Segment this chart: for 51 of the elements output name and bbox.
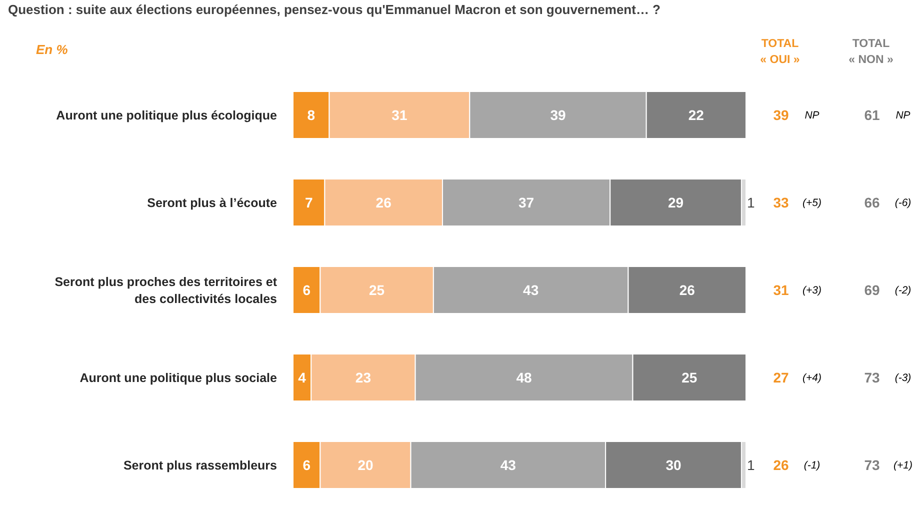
data-label: 39 (550, 106, 566, 123)
text: 27 (773, 369, 789, 386)
data-label: 37 (518, 194, 534, 210)
data-label: 31 (392, 106, 408, 123)
data-label: 6 (302, 282, 311, 298)
data-label: 25 (682, 369, 698, 386)
data-label: 48 (516, 369, 532, 386)
y-tick-label: Seront plus à l’écoute (147, 196, 278, 210)
data-label: 25 (369, 282, 385, 298)
data-label: 4 (298, 369, 306, 386)
text: (-1) (804, 460, 820, 472)
text: TOTAL « NON » (848, 38, 894, 66)
data-label: 1 (747, 456, 755, 473)
text: 31 (773, 282, 789, 298)
text: (-2) (894, 284, 912, 297)
text: NP (804, 110, 820, 122)
y-tick-label: Seront plus rassembleurs (123, 458, 278, 472)
data-label: 43 (523, 282, 539, 298)
text: 66 (864, 194, 880, 210)
text: (-3) (894, 372, 912, 384)
data-label: 26 (376, 194, 392, 210)
y-tick-label: Seront plus proches des territoires et des collectivités locales (54, 274, 278, 306)
y-tick-label: Auront une politique plus écologique (56, 108, 278, 122)
text: (-6) (894, 197, 912, 210)
data-label: 26 (679, 282, 696, 298)
chart-title: Question : suite aux élections européennes, pensez-vous qu'Emmanuel Macron et son gouvernement… ? (8, 2, 661, 17)
data-label: 43 (500, 456, 516, 473)
text: TOTAL « OUI » (760, 38, 800, 66)
text: 33 (773, 194, 789, 210)
data-label: 30 (666, 456, 682, 473)
data-label: 1 (747, 194, 755, 210)
text: (+5) (802, 197, 822, 210)
data-label: 6 (302, 456, 311, 473)
text: 39 (773, 106, 789, 123)
data-label: 22 (688, 106, 704, 123)
text: 61 (864, 106, 880, 123)
text: (+1) (894, 460, 912, 472)
text: 69 (864, 282, 880, 298)
data-label: 20 (358, 456, 374, 473)
text: (+4) (802, 372, 822, 384)
data-label: 29 (668, 194, 684, 210)
data-label: 23 (355, 369, 372, 386)
text: 26 (773, 456, 789, 473)
data-label: 8 (307, 106, 316, 123)
text: 73 (864, 456, 880, 473)
text: (+3) (802, 284, 822, 297)
text: NP (896, 110, 910, 122)
data-label: 7 (304, 194, 313, 210)
text: En % (36, 42, 68, 57)
y-tick-label: Auront une politique plus sociale (80, 370, 278, 385)
text: 73 (864, 369, 880, 386)
